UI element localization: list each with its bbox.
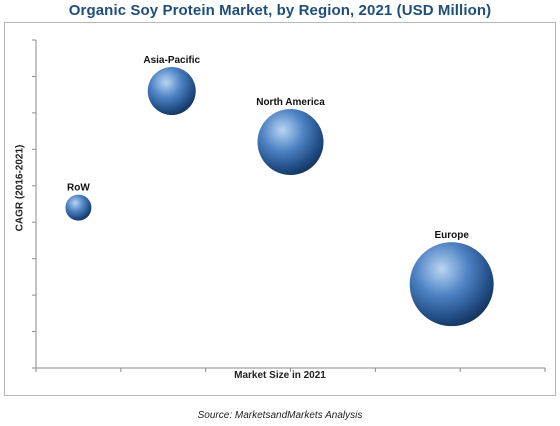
bubble-label: North America	[256, 97, 325, 108]
chart-frame	[4, 22, 556, 396]
bubble-europe	[409, 242, 494, 327]
bubble-label: Europe	[434, 230, 469, 241]
chart-title: Organic Soy Protein Market, by Region, 2…	[68, 2, 492, 19]
bubble-row	[65, 194, 92, 221]
bubble-label: RoW	[67, 183, 90, 194]
bubble-asia-pacific	[147, 67, 196, 116]
x-axis-label: Market Size in 2021	[234, 370, 326, 381]
y-axis-label: CAGR (2016-2021)	[14, 144, 26, 232]
bubble-north-america	[257, 109, 324, 176]
source-note: Source: MarketsandMarkets Analysis	[197, 410, 363, 421]
bubble-label: Asia-Pacific	[143, 55, 200, 66]
